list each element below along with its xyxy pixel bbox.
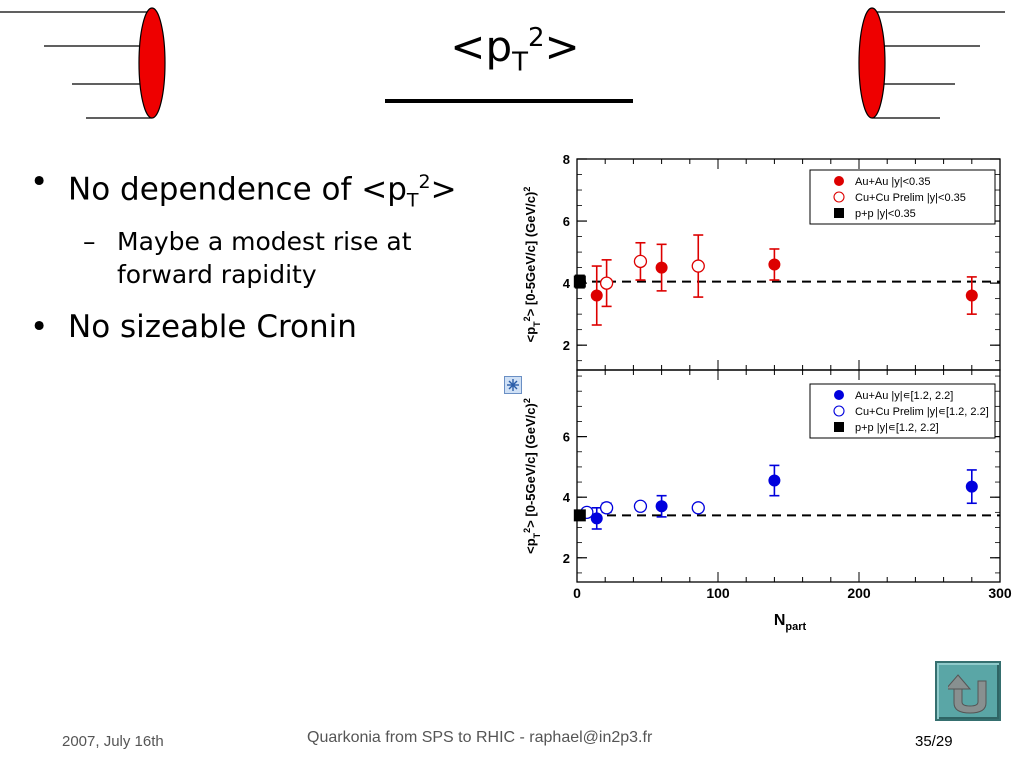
legend-label: p+p |y|<0.35: [855, 208, 916, 220]
data-point: [768, 258, 781, 271]
pt2-vs-npart-chart: 2 4 6 8 Au+Au |y|<0.35 Cu+Cu Prelim |y|<0.35 p…: [522, 152, 1012, 633]
return-button[interactable]: [935, 661, 1001, 721]
y-tick-label: 8: [563, 152, 570, 167]
bullet-list: • No dependence of <pT2> – Maybe a modes…: [30, 160, 500, 349]
legend-marker: [833, 405, 845, 417]
legend-label: Cu+Cu Prelim |y|<0.35: [855, 192, 966, 204]
y-tick-label: 6: [563, 430, 570, 445]
title-underline: [385, 99, 633, 103]
legend-marker: [834, 176, 844, 186]
x-tick-label: 100: [706, 585, 730, 601]
data-point: [768, 474, 781, 487]
data-point: [655, 261, 668, 274]
y-tick-label: 2: [563, 551, 570, 566]
red-disc-left-icon: [0, 7, 166, 119]
data-point: [633, 499, 648, 513]
footer-title: Quarkonia from SPS to RHIC - raphael@in2…: [307, 729, 653, 746]
panel-frame: [576, 369, 1001, 583]
bullet-item: • No sizeable Cronin: [30, 308, 357, 345]
y-tick-label: 2: [563, 338, 570, 353]
data-point: [599, 276, 614, 290]
bullet-item: • No dependence of <pT2>: [30, 160, 500, 223]
data-point: [590, 289, 603, 302]
legend-marker: [834, 390, 844, 400]
x-tick-label: 300: [988, 585, 1012, 601]
footer-date: 2007, July 16th: [62, 733, 164, 750]
data-point: [655, 500, 668, 513]
data-point: [965, 289, 978, 302]
y-axis-label: <pT2> [0-5GeV/c] (GeV/c)2: [522, 187, 542, 343]
slide-title: <pT2>: [450, 22, 580, 78]
legend-marker: [834, 422, 844, 432]
data-point: [691, 501, 705, 515]
red-disc-right-icon: [858, 7, 1005, 119]
sub-bullet-item: – Maybe a modest rise at forward rapidity: [83, 226, 412, 289]
data-point: [965, 480, 978, 493]
data-point: [573, 509, 586, 522]
legend-marker: [834, 208, 844, 218]
chart-panel-2: 2 4 6 Au+Au |y|∊[1.2, 2.2] Cu+Cu Prelim |y|∊…: [522, 369, 1001, 583]
data-point: [590, 512, 603, 525]
legend-marker: [833, 191, 845, 203]
x-tick-label: 200: [847, 585, 871, 601]
legend-label: p+p |y|∊[1.2, 2.2]: [855, 422, 939, 434]
x-axis-label: Npart: [774, 612, 807, 633]
y-tick-label: 4: [563, 490, 571, 505]
legend-label: Au+Au |y|<0.35: [855, 176, 930, 188]
y-tick-label: 6: [563, 214, 570, 229]
bullet-text: No dependence of <pT2>: [68, 171, 457, 212]
page-number: 35/29: [915, 733, 953, 750]
header-decoration: [0, 7, 1005, 119]
data-point: [691, 259, 705, 273]
up-return-icon: [948, 674, 987, 714]
y-axis-label: <pT2> [0-5GeV/c] (GeV/c)2: [522, 398, 542, 554]
data-point: [573, 275, 586, 288]
chart-panel-1: 2 4 6 8 Au+Au |y|<0.35 Cu+Cu Prelim |y|<0.35 p…: [522, 152, 1001, 371]
x-tick-label: 0: [573, 585, 581, 601]
legend-label: Cu+Cu Prelim |y|∊[1.2, 2.2]: [855, 406, 989, 418]
legend-label: Au+Au |y|∊[1.2, 2.2]: [855, 390, 953, 402]
y-tick-label: 4: [563, 276, 571, 291]
data-point: [633, 254, 648, 269]
data-point: [599, 501, 614, 515]
snowflake-icon[interactable]: [504, 376, 522, 394]
